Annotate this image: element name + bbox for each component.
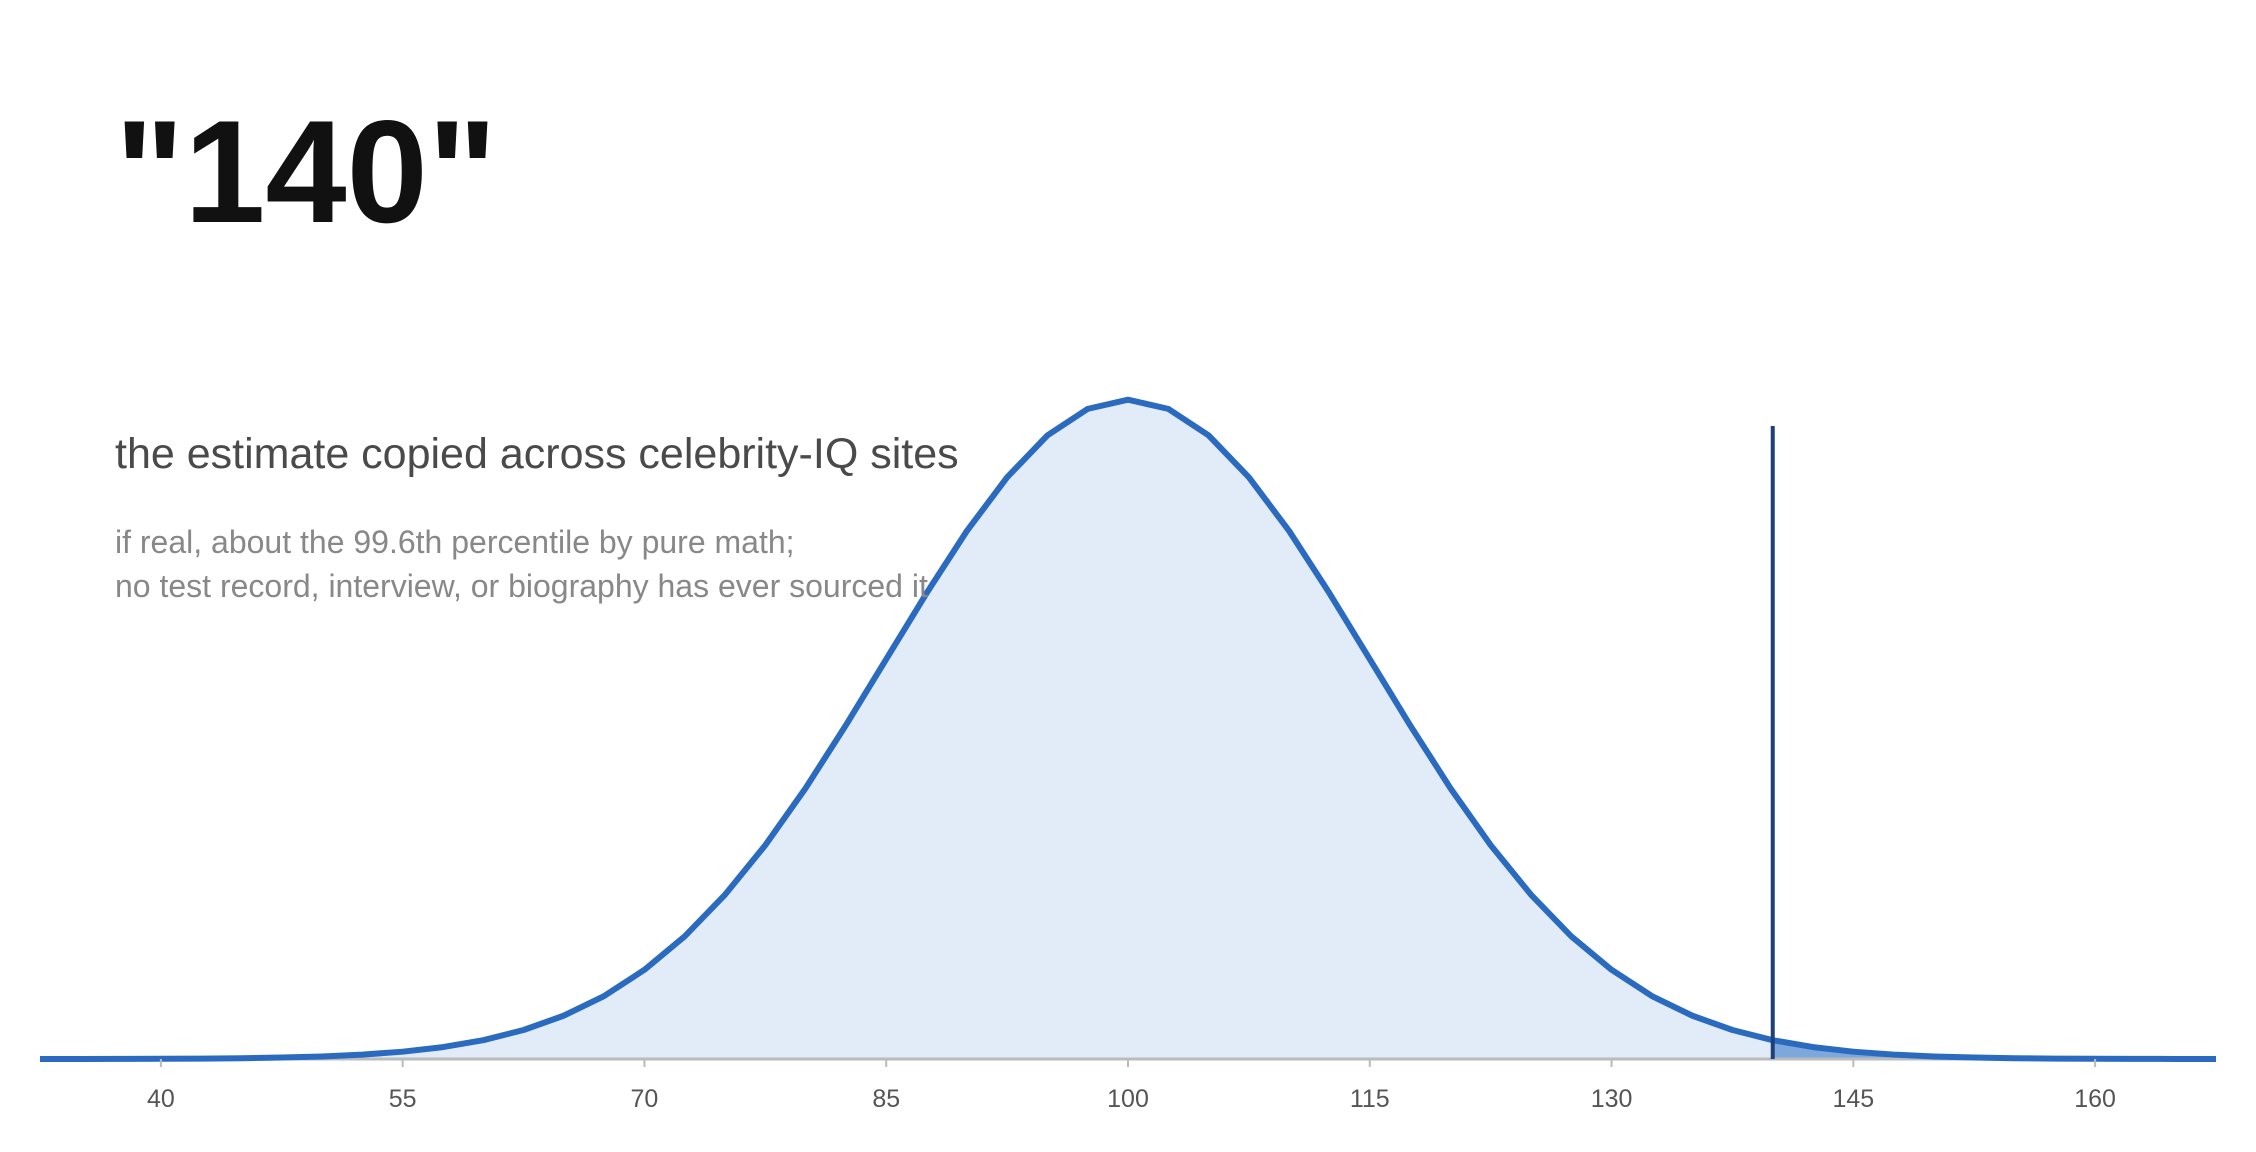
x-tick-label: 145 — [1832, 1085, 1874, 1113]
subtitle: the estimate copied across celebrity-IQ … — [115, 430, 959, 478]
x-tick-label: 70 — [631, 1085, 659, 1113]
curve — [39, 396, 2217, 1062]
note: if real, about the 99.6th percentile by … — [115, 524, 795, 560]
x-tick-label: 55 — [389, 1085, 417, 1113]
x-tick-label: 160 — [2074, 1085, 2116, 1113]
area-fill — [40, 399, 2216, 1059]
x-tick-label: 85 — [872, 1085, 900, 1113]
x-tick-label: 130 — [1591, 1085, 1633, 1113]
plot: 40 55 70 85 100 115 130 145 160 — [39, 396, 2217, 1113]
x-tick-label: 100 — [1107, 1085, 1149, 1113]
x-tick-label: 40 — [147, 1085, 175, 1113]
chart-title: "140" — [115, 90, 497, 253]
x-tick-label: 115 — [1350, 1085, 1390, 1113]
note: no test record, interview, or biography … — [115, 568, 928, 604]
